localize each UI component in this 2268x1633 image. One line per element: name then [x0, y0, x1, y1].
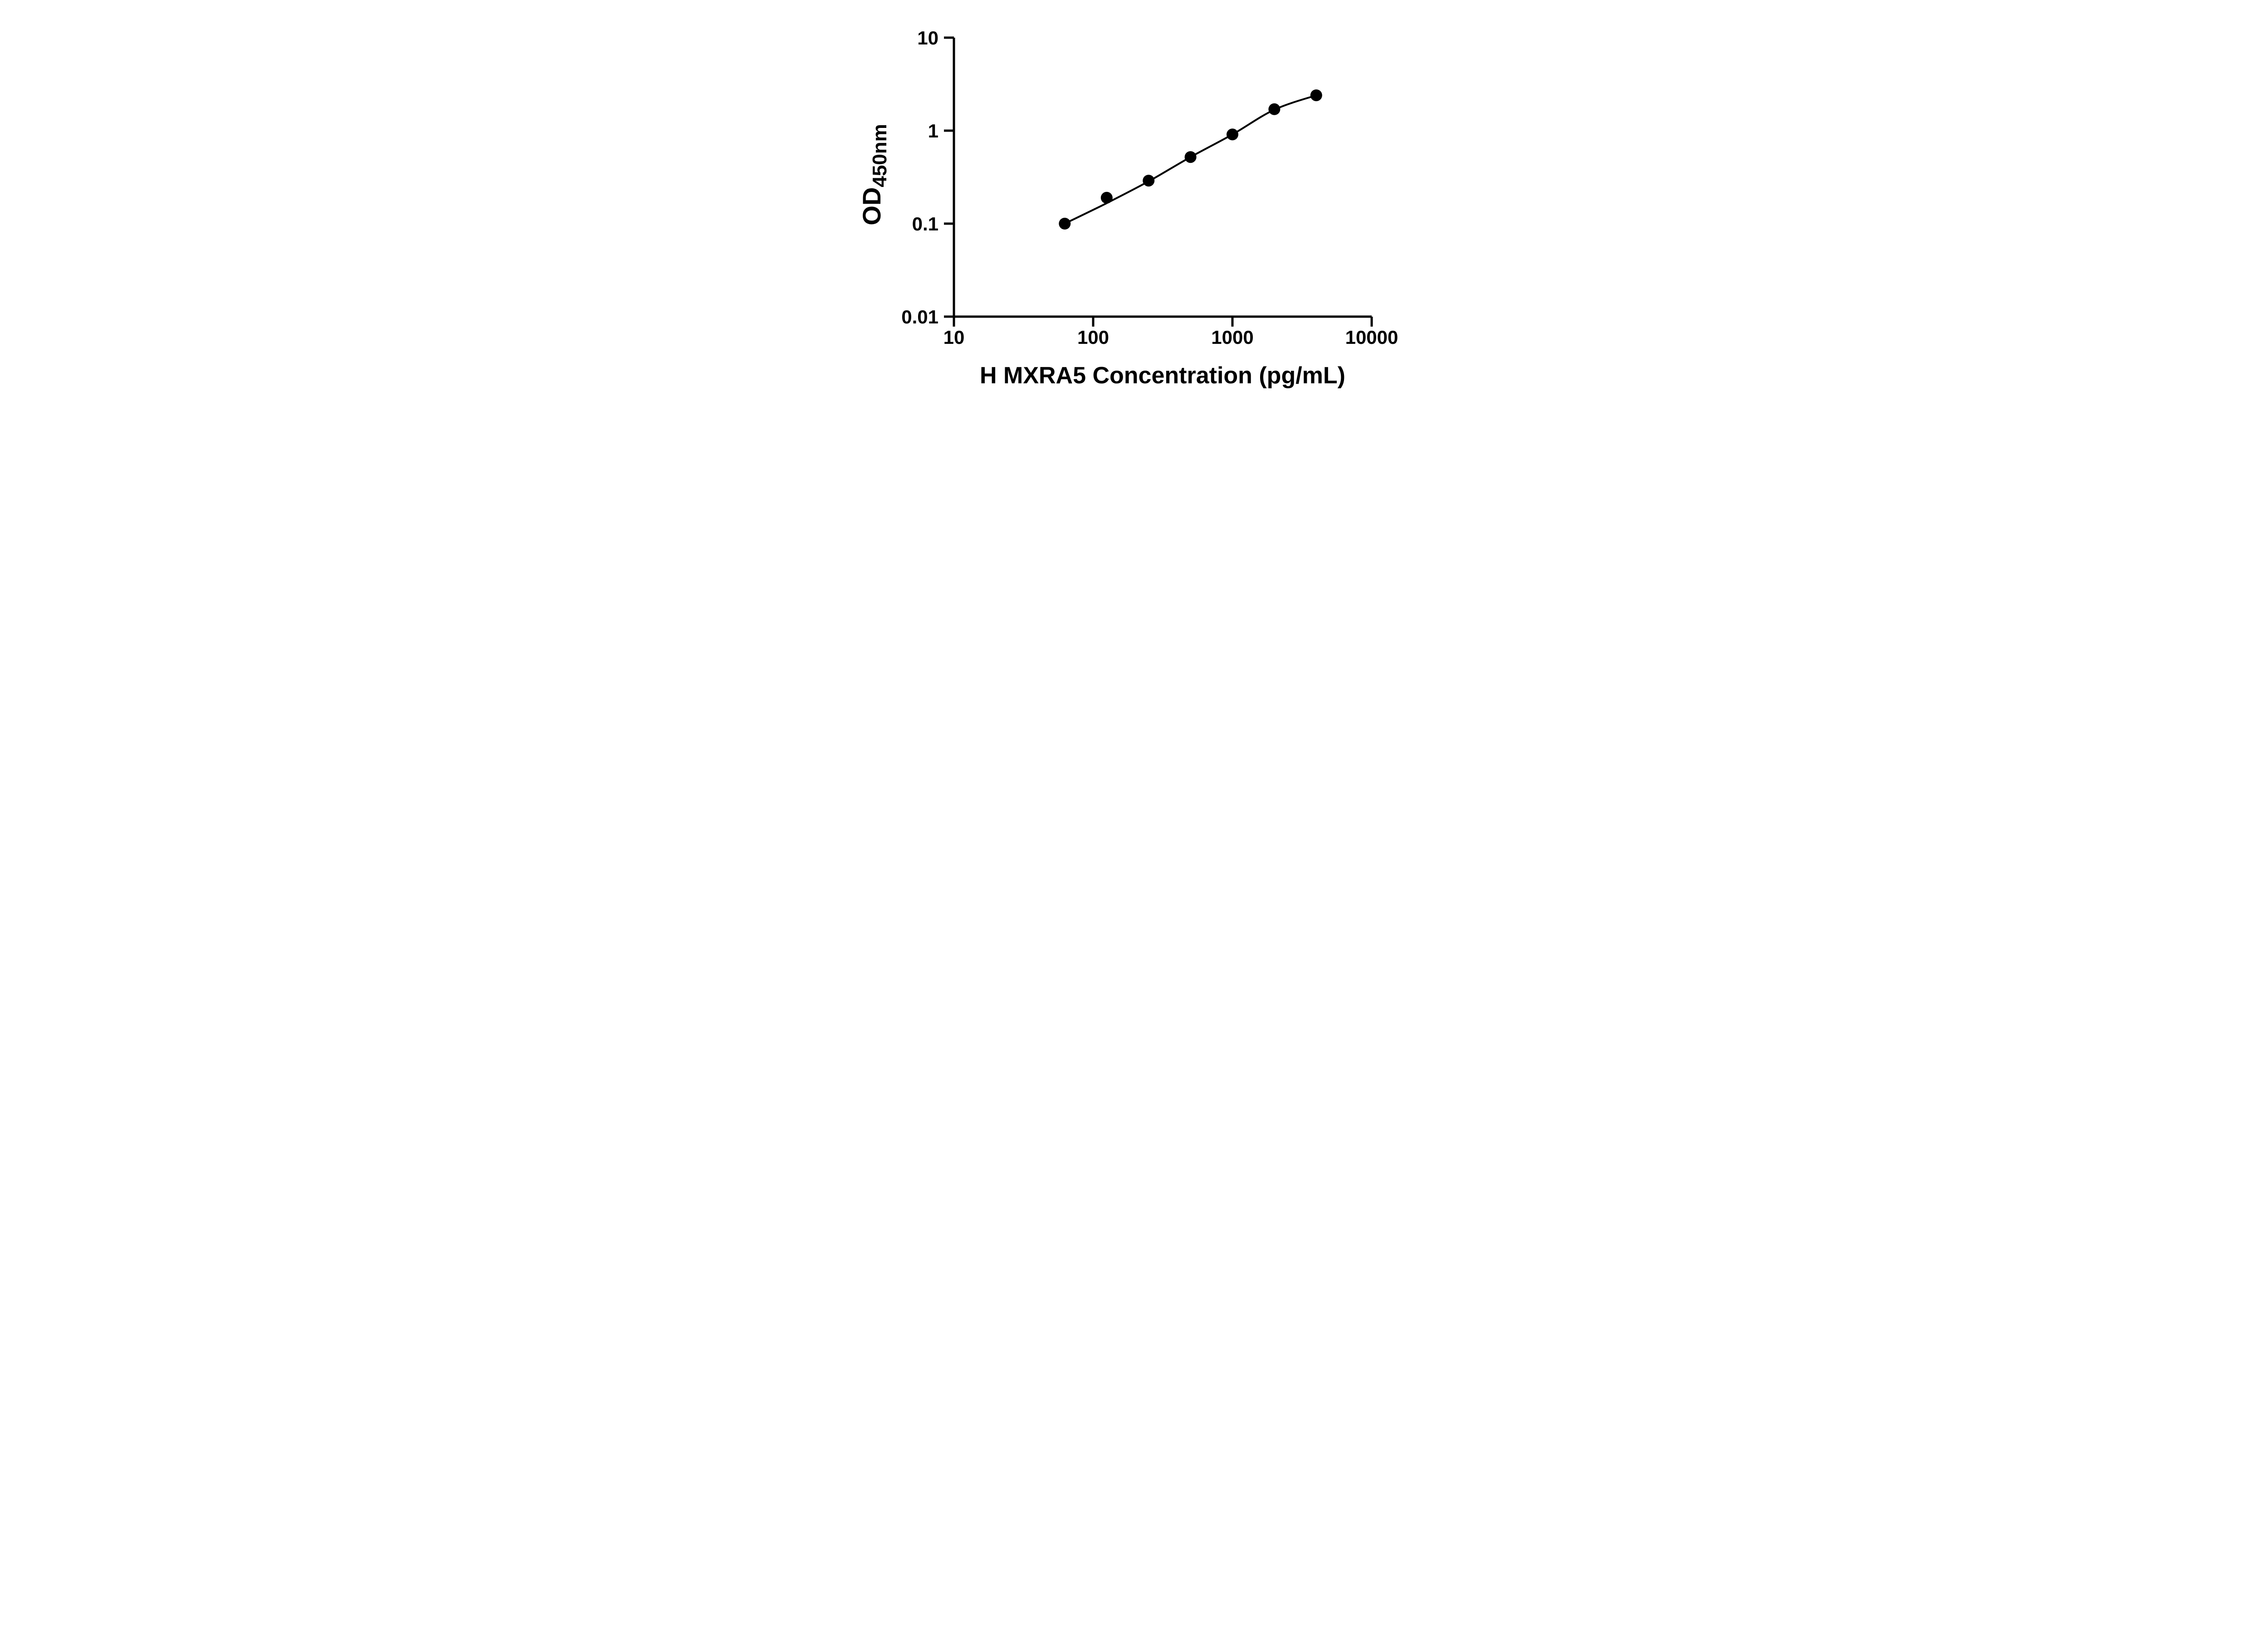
x-axis-title: H MXRA5 Concentration (pg/mL) [980, 362, 1345, 389]
data-point [1184, 151, 1197, 163]
data-point [1268, 103, 1281, 115]
plot-area: 10 100 1000 10000 0.01 0.1 1 10 [901, 27, 1398, 348]
data-point [1100, 191, 1113, 204]
x-tick-label: 1000 [1211, 327, 1253, 348]
x-tick-label: 100 [1077, 327, 1109, 348]
x-tick-label: 10 [943, 327, 965, 348]
y-tick-label: 0.01 [901, 306, 938, 328]
standard-curve-chart: 10 100 1000 10000 0.01 0.1 1 10 H MXRA5 Concent… [842, 0, 1426, 408]
y-tick-label: 10 [917, 27, 938, 49]
y-axis-title-base: OD [857, 187, 886, 225]
chart-page: 10 100 1000 10000 0.01 0.1 1 10 H MXRA5 Concent… [842, 0, 1426, 408]
data-point [1143, 175, 1155, 187]
y-tick-label: 1 [928, 120, 938, 142]
axis-lines [953, 38, 1372, 318]
chart-canvas: 10 100 1000 10000 0.01 0.1 1 10 H MXRA5 Concent… [857, 27, 1398, 389]
y-axis-title: OD450nm [857, 124, 891, 225]
y-axis-title-subscript: 450nm [869, 124, 891, 187]
y-tick-label: 0.1 [912, 213, 938, 235]
data-point [1227, 128, 1238, 141]
data-point [1059, 218, 1071, 230]
x-tick-label: 10000 [1345, 327, 1398, 348]
data-point [1310, 89, 1322, 102]
